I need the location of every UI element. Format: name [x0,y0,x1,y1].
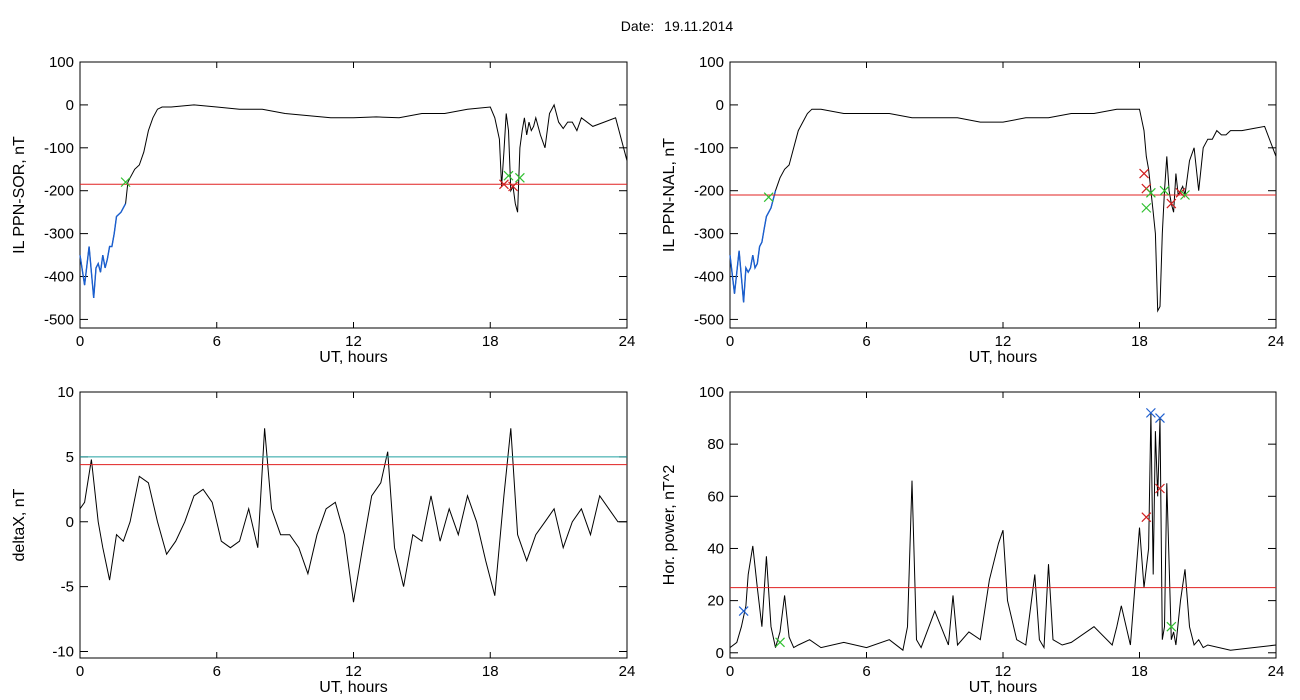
deltax-y-axis-title: deltaX, nT [11,488,28,561]
power-y-tick-label: 100 [699,384,724,401]
power-x-marker [1155,483,1165,494]
power-x-tick-label: 6 [862,663,870,680]
nal-x-marker [1159,185,1170,196]
nal-x-marker [1180,190,1190,200]
power-x-marker [1145,407,1156,418]
nal-y-tick-label: -200 [694,183,724,200]
deltax-x-tick-label: 18 [482,663,499,680]
sor-y-tick-label: -400 [44,269,74,286]
power-y-axis-title: Hor. power, nT^2 [661,465,678,586]
power-y-tick-label: 60 [707,488,724,505]
sor-y-axis-title: IL PPN-SOR, nT [11,136,28,254]
power-series-line [729,412,1277,652]
sor-x-axis-title: UT, hours [319,349,387,366]
sor-series-highlight [79,203,127,299]
nal-x-marker [1145,187,1156,198]
deltax-y-tick-label: -5 [61,579,74,596]
nal-x-marker [1166,198,1177,209]
sor-y-tick-label: -100 [44,140,74,157]
sor-x-tick-label: 6 [213,333,221,350]
date-label: Date: [620,18,655,34]
power-x-tick-label: 24 [1268,663,1285,680]
sor-y-tick-label: -300 [44,226,74,243]
power-plot-frame [729,391,1277,659]
deltax-x-axis-title: UT, hours [319,679,387,696]
nal-y-tick-label: -300 [694,226,724,243]
sor-x-tick-label: 12 [345,333,362,350]
power-x-axis-title: UT, hours [969,679,1037,696]
nal-x-marker [763,192,774,203]
nal-x-tick-label: 24 [1268,333,1285,350]
power-x-marker [738,606,749,616]
power-y-tick-label: 40 [707,540,724,557]
deltax-y-tick-label: 10 [57,384,74,401]
power-x-tick-label: 12 [995,663,1012,680]
sor-y-tick-label: -200 [44,183,74,200]
sor-x-marker [120,177,131,188]
date-value: 19.11.2014 [664,18,734,34]
figure-title: Date: 19.11.2014 [0,18,1300,34]
nal-x-marker [1141,202,1152,213]
sor-x-tick-label: 18 [482,333,499,350]
power-x-marker [1141,512,1152,523]
sor-x-marker [514,172,525,183]
power-y-tick-label: 20 [707,593,724,610]
deltax-x-tick-label: 0 [76,663,84,680]
power-y-tick-label: 80 [707,436,724,453]
nal-x-tick-label: 6 [862,333,870,350]
deltax-x-tick-label: 12 [345,663,362,680]
deltax-plot-frame [79,391,628,659]
sor-x-marker [503,170,514,181]
nal-y-tick-label: -400 [694,269,724,286]
deltax-y-tick-label: 5 [66,449,74,466]
sor-y-tick-label: -500 [44,311,74,328]
nal-y-tick-label: 0 [716,97,724,114]
sor-y-tick-label: 100 [49,54,74,71]
power-x-marker [775,637,785,648]
nal-series-highlight [729,190,777,303]
deltax-y-tick-label: -10 [52,644,74,661]
nal-x-tick-label: 18 [1131,333,1148,350]
nal-y-tick-label: -100 [694,140,724,157]
deltax-y-tick-label: 0 [66,514,74,531]
nal-x-tick-label: 0 [726,333,734,350]
nal-series-line [729,108,1277,313]
deltax-x-tick-label: 24 [619,663,636,680]
power-x-tick-label: 0 [726,663,734,680]
nal-y-axis-title: IL PPN-NAL, nT [661,138,678,252]
nal-x-marker [1139,168,1149,179]
sor-x-marker [508,181,518,192]
sor-x-tick-label: 24 [619,333,636,350]
deltax-series-line [79,428,627,603]
power-x-marker [1155,413,1165,424]
power-x-tick-label: 18 [1131,663,1148,680]
nal-y-tick-label: -500 [694,311,724,328]
nal-x-tick-label: 12 [995,333,1012,350]
sor-x-marker [499,179,509,190]
nal-y-tick-label: 100 [699,54,724,71]
sor-series-line [79,103,628,299]
power-x-marker [1166,621,1177,632]
sor-x-tick-label: 0 [76,333,84,350]
deltax-x-tick-label: 6 [213,663,221,680]
sor-plot-frame [79,61,628,329]
nal-x-axis-title: UT, hours [969,349,1037,366]
power-y-tick-label: 0 [716,645,724,662]
sor-y-tick-label: 0 [66,97,74,114]
